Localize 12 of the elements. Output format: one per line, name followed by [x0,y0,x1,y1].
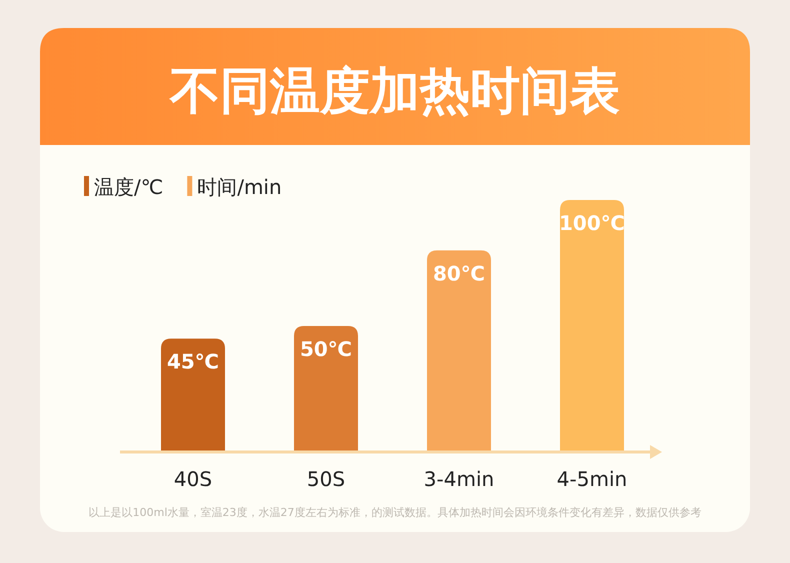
x-tick-label: 3-4min [424,467,494,491]
y-axis-title: 温度/℃ [94,175,164,199]
text: 以上是以100ml水量，室温23度，水温27度左右为标准，的测试数据。具体加热时间会因环境条件变化有差异，数据仅供参考 [88,506,702,519]
chart-title: 不同温度加热时间表 [169,62,620,120]
data-label: 100℃ [559,211,625,235]
x-tick-label: 50S [306,467,346,491]
data-label: 45℃ [166,350,220,374]
x-tick-label: 40S [174,467,212,491]
x-axis-title: 时间/min [197,175,282,199]
data-label: 80℃ [432,261,486,286]
x-tick-label: 4-5min [556,467,628,491]
data-label: 50℃ [300,337,352,361]
